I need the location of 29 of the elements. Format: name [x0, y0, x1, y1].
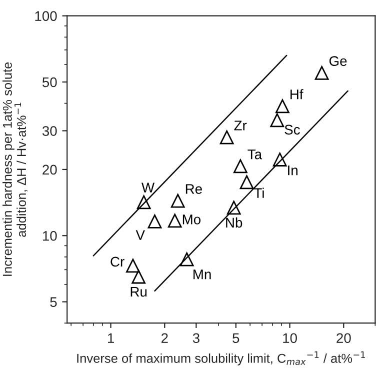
series-label: Nb [226, 217, 242, 228]
series-label: Ta [248, 150, 262, 160]
x-tick-label: 20 [336, 333, 351, 344]
series-label: Re [186, 184, 202, 194]
series-label: W [142, 182, 155, 192]
series-label: Hf [290, 89, 304, 100]
y-tick-label: 20 [42, 164, 57, 175]
x-tick-label: 3 [192, 333, 200, 344]
y-tick-label: 100 [35, 11, 57, 21]
series-label: Ge [329, 56, 347, 66]
y-tick-label: 30 [42, 126, 57, 136]
series-label: Ru [130, 286, 147, 297]
series-label: Mn [194, 270, 211, 280]
series-label: In [288, 166, 298, 176]
x-tick-label: 10 [283, 333, 297, 344]
x-axis-title: Inverse of maximum solubility limit, C$_{max}$$^{−1}$ / at%$^{−1}$ [77, 351, 365, 366]
y-tick-label: 50 [42, 77, 57, 88]
y-tick-label: 5 [50, 297, 57, 307]
y-tick-label: 10 [42, 230, 57, 241]
series-label: Mo [182, 214, 201, 224]
series-label: V [136, 230, 145, 240]
y-axis-title: Incrementin hardness per 1at% solute addition, ΔH / Hv·at%$^{−1}$ [2, 62, 28, 276]
x-tick-label: 2 [162, 333, 168, 343]
series-label: Zr [234, 120, 247, 130]
x-tick-label: 1 [108, 333, 114, 343]
series-label: Sc [284, 124, 300, 135]
series-label: Ti [254, 188, 264, 198]
x-tick-label: 5 [232, 333, 240, 344]
series-label: Cr [110, 256, 124, 267]
